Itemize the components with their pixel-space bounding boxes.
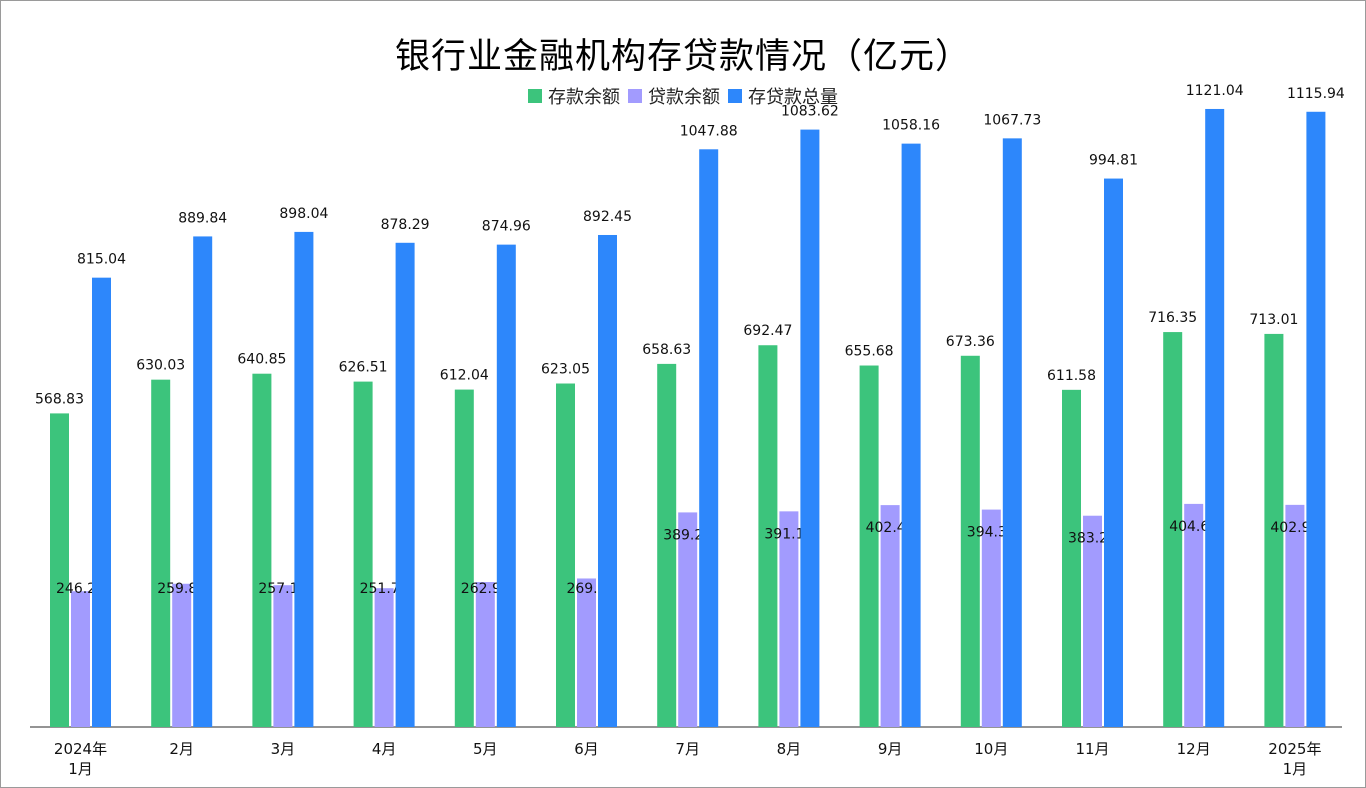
legend-swatch-loan [628,89,642,103]
bar-loan-8 [880,505,900,727]
legend-swatch-total [728,89,742,103]
chart-title: 银行业金融机构存贷款情况（亿元） [394,37,971,77]
value-label-total-6: 1047.88 [680,123,738,139]
value-label-total-11: 1121.04 [1186,83,1244,99]
value-label-total-7: 1083.62 [781,104,839,120]
bar-loan-9 [981,509,1001,727]
chart-legend: 存款余额 贷款余额 存贷款总量 [0,83,1366,109]
x-tick-label-5: 6月 [574,740,599,758]
bar-total-4 [496,244,516,728]
bar-deposit-11 [1163,332,1183,727]
value-label-total-0: 815.04 [77,252,126,268]
bar-total-11 [1205,108,1225,728]
x-tick-label-3: 4月 [372,740,397,758]
legend-item-loan: 贷款余额 [628,83,720,109]
bar-total-12 [1306,111,1326,728]
bar-deposit-0 [50,413,69,727]
bar-deposit-2 [252,373,272,727]
bar-loan-0 [71,591,90,727]
bar-deposit-7 [758,345,778,727]
value-label-total-4: 874.96 [482,219,531,235]
bar-deposit-12 [1264,333,1284,727]
bar-total-10 [1104,178,1123,728]
value-label-total-9: 1067.73 [983,112,1041,128]
x-tick-label-2: 3月 [271,740,296,758]
bar-loan-12 [1285,504,1305,727]
value-label-deposit-8: 655.68 [845,344,894,360]
value-label-deposit-5: 623.05 [541,362,590,378]
bar-total-0 [92,277,111,727]
value-label-total-1: 889.84 [178,210,227,226]
x-tick-label-11: 12月 [1177,740,1211,758]
value-label-deposit-11: 716.35 [1148,310,1197,326]
x-tick-label-4: 5月 [473,740,498,758]
bar-total-1 [193,236,213,727]
bar-loan-11 [1184,503,1204,727]
bar-total-7 [800,129,820,727]
bar-total-6 [699,149,719,727]
value-label-total-12: 1115.94 [1287,86,1345,102]
legend-item-deposit: 存款余额 [528,83,620,109]
bar-deposit-4 [454,389,474,727]
bar-total-8 [901,143,921,728]
value-label-total-2: 898.04 [279,206,328,222]
value-label-deposit-3: 626.51 [339,360,388,376]
bar-deposit-10 [1062,389,1081,727]
x-tick-label-0-0: 2024年 [54,740,107,758]
value-label-deposit-0: 568.83 [35,391,84,407]
bar-deposit-6 [657,363,677,727]
value-label-total-5: 892.45 [583,209,632,225]
value-label-total-3: 878.29 [381,217,430,233]
bar-loan-1 [172,583,192,727]
value-label-total-8: 1058.16 [882,118,940,134]
x-tick-label-7: 8月 [777,740,802,758]
legend-swatch-deposit [528,89,542,103]
x-tick-label-6: 7月 [675,740,700,758]
bar-deposit-8 [859,365,879,727]
value-label-deposit-1: 630.03 [136,358,185,374]
bar-deposit-9 [960,355,980,727]
bar-deposit-5 [556,383,575,727]
legend-item-total: 存贷款总量 [728,83,838,109]
bar-total-5 [598,234,617,727]
bar-loan-4 [475,582,495,727]
value-label-deposit-10: 611.58 [1047,368,1096,384]
bar-deposit-1 [151,379,171,727]
bar-total-9 [1002,138,1022,727]
bar-total-3 [395,242,415,727]
x-tick-label-0-1: 1月 [68,760,93,778]
x-tick-label-8: 9月 [878,740,903,758]
x-tick-label-9: 10月 [974,740,1008,758]
bar-loan-7 [779,511,799,727]
legend-label-total: 存贷款总量 [748,87,838,108]
value-label-total-10: 994.81 [1089,153,1138,169]
value-label-deposit-6: 658.63 [642,342,691,358]
x-tick-label-10: 11月 [1075,740,1109,758]
bar-loan-3 [374,588,394,727]
x-tick-label-1: 2月 [169,740,194,758]
value-label-deposit-2: 640.85 [237,352,286,368]
legend-label-deposit: 存款余额 [548,87,620,108]
value-label-loan-5: 269.4 [566,581,606,597]
bar-loan-10 [1083,515,1102,727]
value-label-deposit-7: 692.47 [743,323,792,339]
value-label-deposit-12: 713.01 [1249,312,1298,328]
bar-loan-5 [577,578,596,727]
value-label-deposit-9: 673.36 [946,334,995,350]
x-tick-label-12-0: 2025年 [1268,740,1321,758]
bar-deposit-3 [353,381,373,727]
bar-loan-6 [678,512,698,727]
value-label-deposit-4: 612.04 [440,368,489,384]
x-tick-label-12-1: 1月 [1283,760,1308,778]
legend-label-loan: 贷款余额 [648,87,720,108]
bar-total-2 [294,231,314,727]
bar-loan-2 [273,585,293,727]
